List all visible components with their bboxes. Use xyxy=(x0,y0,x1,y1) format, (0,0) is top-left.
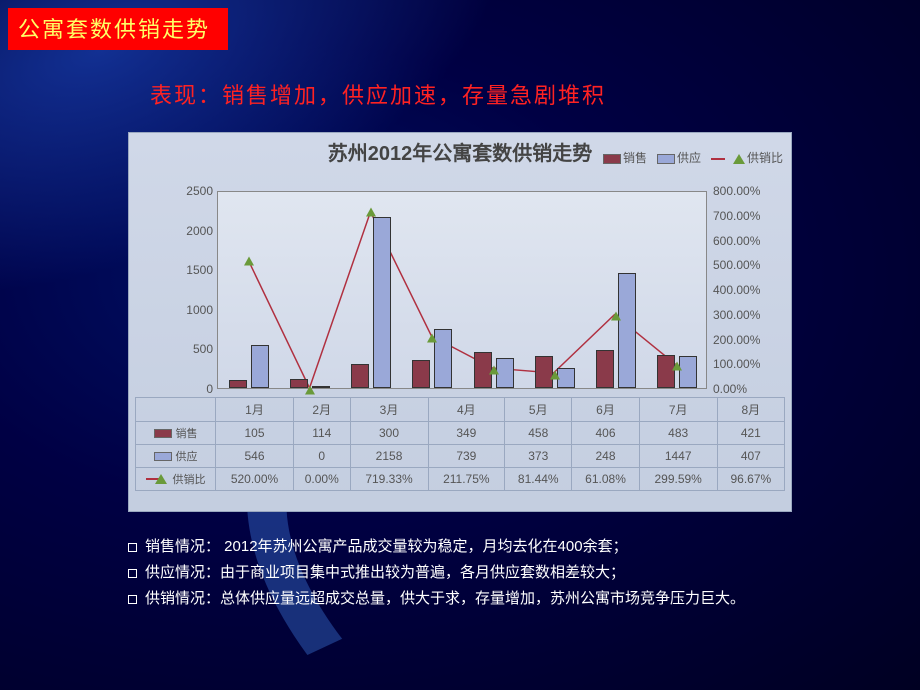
bullet-icon xyxy=(128,569,137,578)
table-cell: 96.67% xyxy=(717,468,784,491)
table-cell: 546 xyxy=(216,445,294,468)
slide-title-tag: 公寓套数供销走势 xyxy=(8,8,228,50)
y2-axis-tick: 600.00% xyxy=(713,234,783,248)
table-cell: 211.75% xyxy=(428,468,505,491)
table-cell: 483 xyxy=(639,422,717,445)
chart-card: 苏州2012年公寓套数供销走势 销售 供应 供销比 05001000150020… xyxy=(128,132,792,512)
table-cell: 105 xyxy=(216,422,294,445)
ratio-marker xyxy=(672,362,682,371)
ratio-marker xyxy=(427,333,437,342)
table-col-header: 3月 xyxy=(350,398,428,422)
y-axis-tick: 1500 xyxy=(177,263,213,277)
table-cell: 2158 xyxy=(350,445,428,468)
legend-marker-ratio xyxy=(733,154,745,164)
y2-axis-tick: 300.00% xyxy=(713,308,783,322)
table-cell: 1447 xyxy=(639,445,717,468)
bar-sales xyxy=(596,350,614,388)
chart-legend: 销售 供应 供销比 xyxy=(603,149,783,166)
table-cell: 61.08% xyxy=(572,468,639,491)
ratio-marker xyxy=(244,257,254,266)
table-cell: 349 xyxy=(428,422,505,445)
data-table: 1月2月3月4月5月6月7月8月 销售 105114300349458406483… xyxy=(135,397,785,491)
table-cell: 299.59% xyxy=(639,468,717,491)
table-col-header: 8月 xyxy=(717,398,784,422)
legend-swatch-supply xyxy=(657,154,675,164)
slide-subtitle: 表现：销售增加，供应加速，存量急剧堆积 xyxy=(150,78,606,110)
legend-label: 供应 xyxy=(677,151,701,165)
table-col-header: 2月 xyxy=(294,398,351,422)
table-cell: 406 xyxy=(572,422,639,445)
y2-axis-tick: 500.00% xyxy=(713,258,783,272)
bullet-item: 供应情况：由于商业项目集中式推出较为普遍，各月供应套数相差较大； xyxy=(128,560,828,586)
bullet-text: 销售情况： 2012年苏州公寓产品成交量较为稳定，月均去化在400余套； xyxy=(145,538,628,555)
y-axis-tick: 0 xyxy=(177,382,213,396)
y2-axis-tick: 400.00% xyxy=(713,283,783,297)
table-row-header: 销售 xyxy=(136,422,216,445)
table-cell: 739 xyxy=(428,445,505,468)
bullet-item: 供销情况：总体供应量远超成交总量，供大于求，存量增加，苏州公寓市场竞争压力巨大。 xyxy=(128,586,828,612)
bar-supply xyxy=(251,345,269,388)
y2-axis-tick: 700.00% xyxy=(713,209,783,223)
row-swatch xyxy=(154,452,172,461)
ratio-marker xyxy=(489,365,499,374)
y-axis-tick: 2000 xyxy=(177,224,213,238)
table-cell: 114 xyxy=(294,422,351,445)
legend-line xyxy=(711,158,725,160)
bullet-icon xyxy=(128,595,137,604)
bar-sales xyxy=(657,355,675,388)
y-axis-tick: 1000 xyxy=(177,303,213,317)
table-cell: 458 xyxy=(505,422,572,445)
bar-sales xyxy=(229,380,247,388)
table-row-header: 供应 xyxy=(136,445,216,468)
bullet-item: 销售情况： 2012年苏州公寓产品成交量较为稳定，月均去化在400余套； xyxy=(128,534,828,560)
y-axis-tick: 2500 xyxy=(177,184,213,198)
table-cell: 0 xyxy=(294,445,351,468)
table-cell: 407 xyxy=(717,445,784,468)
table-col-header: 7月 xyxy=(639,398,717,422)
plot-area xyxy=(217,191,707,389)
table-col-header: 5月 xyxy=(505,398,572,422)
table-cell: 373 xyxy=(505,445,572,468)
y2-axis-tick: 100.00% xyxy=(713,357,783,371)
table-cell: 0.00% xyxy=(294,468,351,491)
bar-supply xyxy=(618,273,636,388)
ratio-marker xyxy=(550,370,560,379)
legend-swatch-sales xyxy=(603,154,621,164)
bullet-text: 供应情况：由于商业项目集中式推出较为普遍，各月供应套数相差较大； xyxy=(145,564,625,581)
table-cell: 421 xyxy=(717,422,784,445)
bullet-text: 供销情况：总体供应量远超成交总量，供大于求，存量增加，苏州公寓市场竞争压力巨大。 xyxy=(145,590,745,607)
bar-sales xyxy=(351,364,369,388)
table-cell: 300 xyxy=(350,422,428,445)
y-axis-tick: 500 xyxy=(177,342,213,356)
ratio-marker xyxy=(305,386,315,395)
row-swatch xyxy=(154,429,172,438)
row-marker-icon xyxy=(155,474,167,484)
legend-label: 销售 xyxy=(623,151,647,165)
row-label: 供销比 xyxy=(173,471,206,487)
row-label: 供应 xyxy=(176,448,198,464)
analysis-bullets: 销售情况： 2012年苏州公寓产品成交量较为稳定，月均去化在400余套； 供应情… xyxy=(128,534,828,612)
ratio-marker xyxy=(366,207,376,216)
table-col-header: 4月 xyxy=(428,398,505,422)
bullet-icon xyxy=(128,543,137,552)
table-col-header: 1月 xyxy=(216,398,294,422)
y2-axis-tick: 800.00% xyxy=(713,184,783,198)
row-label: 销售 xyxy=(176,425,198,441)
y2-axis-tick: 0.00% xyxy=(713,382,783,396)
table-cell: 719.33% xyxy=(350,468,428,491)
table-cell: 520.00% xyxy=(216,468,294,491)
table-cell: 248 xyxy=(572,445,639,468)
bar-supply xyxy=(373,217,391,388)
bar-sales xyxy=(412,360,430,388)
table-cell: 81.44% xyxy=(505,468,572,491)
table-row-header: 供销比 xyxy=(136,468,216,491)
table-col-header: 6月 xyxy=(572,398,639,422)
y2-axis-tick: 200.00% xyxy=(713,333,783,347)
ratio-marker xyxy=(611,311,621,320)
legend-label: 供销比 xyxy=(747,151,783,165)
